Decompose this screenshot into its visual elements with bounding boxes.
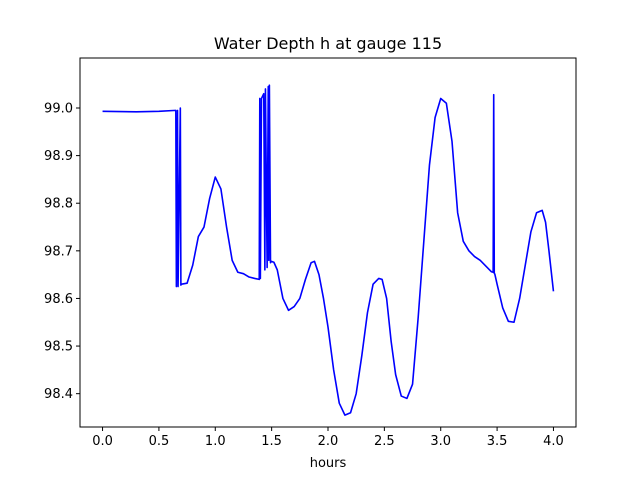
x-tick-label: 0.5 [149,434,170,449]
y-tick-label: 99.0 [44,101,73,116]
axes-border [79,57,577,428]
x-tick-label: 1.0 [205,434,226,449]
x-axis-ticks: 0.0 0.5 1.0 1.5 2.0 2.5 3.0 3.5 4.0 [92,427,564,449]
y-tick-label: 98.4 [44,387,73,402]
x-tick-label: 2.5 [374,434,395,449]
y-tick-label: 98.9 [44,149,73,164]
series-line-0 [102,84,555,416]
chart-title: Water Depth h at gauge 115 [214,34,442,53]
y-tick-label: 98.8 [44,197,73,212]
x-axis-label: hours [310,456,347,471]
y-tick-label: 98.7 [44,244,73,259]
axes-frame [79,57,577,428]
series-layer [102,84,555,416]
x-tick-label: 0.0 [92,434,113,449]
x-tick-label: 1.5 [261,434,282,449]
y-tick-label: 98.6 [44,292,73,307]
x-tick-label: 2.0 [318,434,339,449]
y-tick-label: 98.5 [44,340,73,355]
x-tick-label: 4.0 [543,434,564,449]
x-tick-label: 3.5 [487,434,508,449]
x-tick-label: 3.0 [430,434,451,449]
y-axis-ticks: 98.4 98.5 98.6 98.7 98.8 98.9 99.0 [44,101,80,402]
